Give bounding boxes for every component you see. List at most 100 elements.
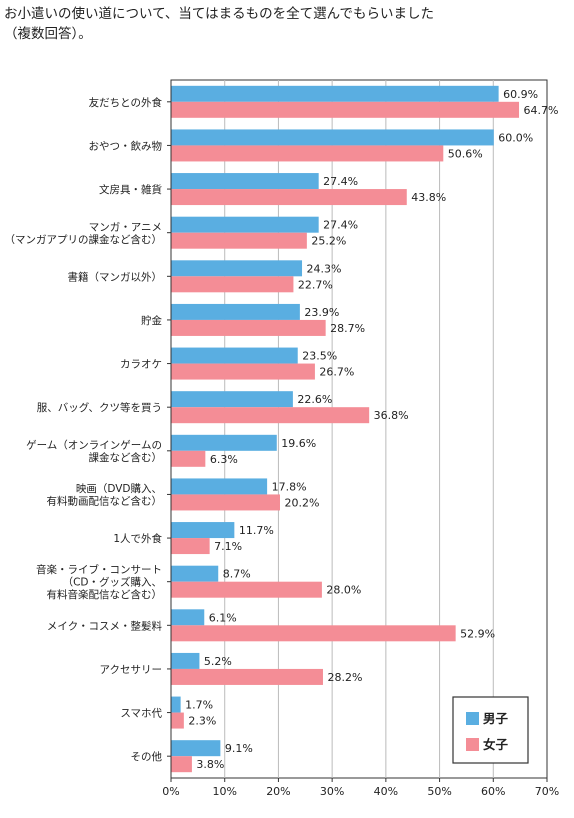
value-label-girls: 64.7%	[524, 104, 559, 117]
category-label-line: （CD・グッズ購入、	[63, 576, 162, 589]
bar-girls	[171, 581, 322, 598]
value-label-boys: 27.4%	[323, 175, 358, 188]
bar-boys	[171, 696, 181, 713]
category-label-line: アクセサリー	[100, 664, 162, 676]
value-label-boys: 19.6%	[281, 437, 316, 450]
bar-boys	[171, 216, 319, 233]
bar-girls	[171, 625, 456, 642]
bar-boys	[171, 652, 200, 669]
category-label-line: おやつ・飲み物	[89, 139, 163, 152]
value-label-boys: 22.6%	[297, 393, 332, 406]
value-label-boys: 1.7%	[185, 699, 213, 712]
category-label: ゲーム（オンラインゲームの課金など含む）	[26, 440, 162, 465]
bar-boys	[171, 173, 319, 190]
value-label-girls: 22.7%	[298, 278, 333, 291]
category-label-line: カラオケ	[120, 359, 162, 371]
value-label-girls: 20.2%	[285, 496, 320, 509]
category-label-line: 書籍（マンガ以外）	[68, 270, 163, 283]
legend-label-girls: 女子	[483, 737, 509, 752]
value-label-girls: 25.2%	[311, 235, 346, 248]
value-label-girls: 28.7%	[330, 322, 365, 335]
x-tick-label: 0%	[162, 785, 179, 798]
x-tick-label: 10%	[212, 785, 236, 798]
bar-girls	[171, 145, 444, 162]
bar-boys	[171, 85, 499, 102]
bar-boys	[171, 391, 293, 408]
bar-boys	[171, 129, 494, 146]
x-tick-label: 50%	[427, 785, 451, 798]
category-label-line: 服、バッグ、クツ等を買う	[37, 401, 162, 414]
value-label-boys: 8.7%	[223, 568, 251, 581]
value-label-boys: 24.3%	[307, 262, 342, 275]
value-label-boys: 23.9%	[304, 306, 339, 319]
category-label-line: スマホ代	[120, 708, 162, 720]
value-label-girls: 43.8%	[411, 191, 446, 204]
value-label-girls: 28.0%	[326, 584, 361, 597]
category-label: 友だちとの外食	[89, 96, 163, 109]
bar-girls	[171, 319, 326, 336]
bar-girls	[171, 712, 184, 729]
bar-boys	[171, 609, 205, 626]
value-label-boys: 17.8%	[272, 480, 307, 493]
bar-boys	[171, 260, 303, 277]
value-label-girls: 36.8%	[374, 409, 409, 422]
category-label-line: 文房具・雑貨	[99, 183, 162, 196]
category-label-line: 音楽・ライブ・コンサート	[36, 563, 162, 576]
category-label-line: 友だちとの外食	[89, 96, 163, 109]
value-label-boys: 23.5%	[302, 350, 337, 363]
bar-girls	[171, 276, 294, 293]
category-label: アクセサリー	[100, 664, 162, 676]
category-label-line: マンガ・アニメ	[89, 221, 162, 233]
value-label-girls: 6.3%	[210, 453, 238, 466]
value-label-boys: 11.7%	[239, 524, 274, 537]
bar-boys	[171, 434, 277, 451]
category-label-line: その他	[131, 750, 163, 763]
category-label: 1人で外食	[113, 532, 162, 545]
legend-label-boys: 男子	[483, 711, 509, 726]
legend-swatch-girls	[466, 738, 479, 751]
bar-boys	[171, 478, 268, 495]
bar-girls	[171, 668, 323, 685]
bar-girls	[171, 407, 370, 424]
legend-box	[452, 696, 529, 764]
category-label: カラオケ	[120, 359, 162, 371]
x-tick-label: 30%	[320, 785, 344, 798]
bar-boys	[171, 522, 235, 539]
category-label-line: （マンガアプリの課金など含む）	[5, 233, 163, 246]
value-label-girls: 7.1%	[214, 540, 242, 553]
bar-boys	[171, 740, 221, 757]
bar-boys	[171, 565, 219, 582]
value-label-boys: 5.2%	[204, 655, 232, 668]
category-label-line: 1人で外食	[113, 532, 162, 545]
category-label-line: 貯金	[141, 314, 162, 327]
category-label: おやつ・飲み物	[89, 139, 163, 152]
x-tick-label: 70%	[535, 785, 559, 798]
bar-girls	[171, 189, 407, 206]
bar-girls	[171, 494, 281, 511]
bar-boys	[171, 303, 300, 320]
value-label-girls: 52.9%	[460, 627, 495, 640]
category-label: 音楽・ライブ・コンサート（CD・グッズ購入、有料音楽配信など含む）	[36, 563, 162, 601]
category-label-line: メイク・コスメ・整髪料	[47, 619, 163, 632]
x-tick-label: 60%	[481, 785, 505, 798]
category-label: 書籍（マンガ以外）	[68, 270, 163, 283]
value-label-girls: 2.3%	[188, 715, 216, 728]
legend-swatch-boys	[466, 712, 479, 725]
bar-girls	[171, 756, 192, 773]
category-label-line: 有料音楽配信など含む）	[47, 588, 163, 601]
value-label-boys: 60.9%	[503, 88, 538, 101]
value-label-girls: 3.8%	[196, 758, 224, 771]
category-label-line: ゲーム（オンラインゲームの	[26, 440, 162, 452]
category-label: 文房具・雑貨	[99, 183, 162, 196]
bar-girls	[171, 450, 206, 467]
category-label: メイク・コスメ・整髪料	[47, 619, 163, 632]
category-label-line: 課金など含む）	[89, 451, 163, 464]
x-tick-label: 40%	[374, 785, 398, 798]
category-label: 貯金	[141, 314, 162, 327]
x-tick-label: 20%	[266, 785, 290, 798]
value-label-boys: 9.1%	[225, 742, 253, 755]
value-label-girls: 50.6%	[448, 147, 483, 160]
value-label-boys: 27.4%	[323, 219, 358, 232]
value-label-boys: 6.1%	[209, 611, 237, 624]
